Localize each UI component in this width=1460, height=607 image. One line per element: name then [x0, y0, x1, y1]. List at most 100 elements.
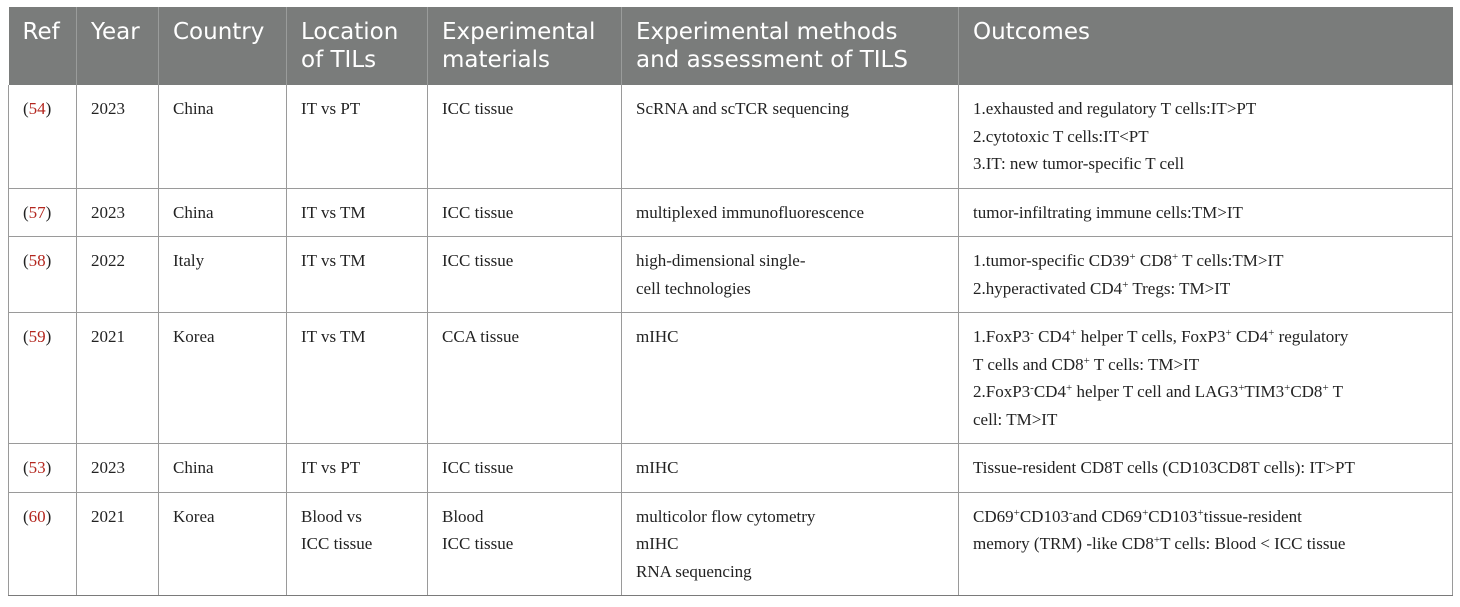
outcome-text: T cells: Blood < ICC tissue [1160, 534, 1346, 553]
year-cell: 2022 [76, 236, 159, 313]
header-methods-line: and assessment of TILS [636, 47, 908, 73]
methods-cell: mIHC [621, 312, 959, 444]
superscript: + [1070, 327, 1077, 339]
table-row: (58) 2022 Italy IT vs TM ICC tissue high… [8, 236, 1453, 313]
header-materials: Experimental materials [427, 7, 622, 85]
outcome-text: regulatory [1274, 327, 1349, 346]
superscript: + [1129, 251, 1136, 263]
methods-cell: mIHC [621, 443, 959, 493]
ref-link[interactable]: 54 [28, 99, 46, 118]
outcomes-cell: Tissue-resident CD8T cells (CD103CD8T ce… [958, 443, 1453, 493]
methods-line: high-dimensional single- [636, 251, 806, 270]
header-materials-line: materials [442, 47, 550, 73]
header-outcomes: Outcomes [958, 7, 1453, 85]
country-cell: China [158, 443, 287, 493]
ref-link[interactable]: 53 [28, 458, 46, 477]
outcome-line: 1.exhausted and regulatory T cells:IT>PT [973, 99, 1257, 118]
outcome-line: 2.FoxP3-CD4+ helper T cell and LAG3+TIM3… [973, 378, 1438, 406]
superscript: + [1172, 251, 1179, 263]
methods-cell: multicolor flow cytometry mIHC RNA seque… [621, 492, 959, 596]
materials-line: ICC tissue [442, 99, 514, 118]
materials-cell: ICC tissue [427, 236, 622, 313]
methods-line: RNA sequencing [636, 561, 752, 581]
superscript: + [1322, 382, 1329, 394]
ref-cell: (59) [8, 312, 77, 444]
materials-line: ICC tissue [442, 534, 514, 553]
ref-link[interactable]: 58 [28, 251, 46, 270]
table-row: (54) 2023 China IT vs PT ICC tissue ScRN… [8, 85, 1453, 189]
outcome-line: Tissue-resident CD8T cells (CD103CD8T ce… [973, 458, 1355, 477]
location-line: IT vs PT [301, 99, 361, 118]
superscript: + [1153, 534, 1161, 546]
outcome-text: helper T cell and LAG3 [1072, 382, 1239, 401]
outcome-line: CD69+CD103-and CD69+CD103+tissue-residen… [973, 503, 1438, 531]
ref-link[interactable]: 57 [28, 202, 46, 222]
materials-cell: CCA tissue [427, 312, 622, 444]
ref-cell: (53) [8, 443, 77, 493]
year-cell: 2023 [76, 85, 159, 189]
outcome-text: Tregs: TM>IT [1128, 278, 1231, 298]
header-materials-line: Experimental [442, 19, 596, 45]
header-location: Location of TILs [286, 7, 428, 85]
methods-cell: multiplexed immunofluorescence [621, 188, 959, 237]
ref-cell: (57) [8, 188, 77, 237]
location-line: IT vs TM [301, 251, 366, 270]
header-ref: Ref [8, 7, 77, 85]
location-cell: IT vs TM [286, 312, 428, 444]
outcome-text: CD4 [1033, 327, 1071, 346]
superscript: - [1030, 382, 1034, 394]
methods-line: ScRNA and scTCR sequencing [636, 99, 849, 118]
superscript: - [1068, 506, 1073, 519]
table-row: (60) 2021 Korea Blood vs ICC tissue Bloo… [8, 492, 1453, 596]
outcome-text: CD8 [1290, 382, 1323, 401]
outcome-line: 2.cytotoxic T cells:IT<PT [973, 126, 1149, 146]
superscript: + [1197, 506, 1204, 519]
location-cell: IT vs TM [286, 236, 428, 313]
location-line: Blood vs [301, 506, 362, 526]
superscript: + [1065, 382, 1073, 394]
materials-line: ICC tissue [442, 251, 514, 270]
ref-link[interactable]: 59 [28, 327, 46, 346]
outcomes-cell: 1.tumor-specific CD39+ CD8+ T cells:TM>I… [958, 236, 1453, 313]
superscript: + [1225, 327, 1232, 339]
table-row: (57) 2023 China IT vs TM ICC tissue mult… [8, 188, 1453, 237]
materials-line: CCA tissue [442, 327, 519, 346]
superscript: + [1268, 327, 1275, 339]
methods-cell: ScRNA and scTCR sequencing [621, 85, 959, 189]
country-cell: Italy [158, 236, 287, 313]
table-container: Ref Year Country Location of TILs Experim… [8, 7, 1453, 596]
materials-cell: ICC tissue [427, 188, 622, 237]
outcomes-cell: tumor-infiltrating immune cells:TM>IT [958, 188, 1453, 237]
header-methods: Experimental methods and assessment of TI… [621, 7, 959, 85]
ref-link[interactable]: 60 [28, 506, 46, 526]
outcome-text: CD103 [1019, 506, 1069, 526]
location-line: ICC tissue [301, 534, 373, 553]
outcome-text: CD103 [1148, 506, 1198, 526]
outcome-text: 1.FoxP3 [973, 327, 1031, 346]
materials-line: Blood [442, 506, 484, 526]
methods-line: mIHC [636, 327, 679, 346]
year-cell: 2021 [76, 312, 159, 444]
outcome-text: T cells: TM>IT [1089, 354, 1200, 374]
header-row: Ref Year Country Location of TILs Experim… [8, 7, 1453, 85]
materials-line: ICC tissue [442, 458, 514, 477]
tils-table: Ref Year Country Location of TILs Experim… [8, 7, 1453, 596]
table-row: (53) 2023 China IT vs PT ICC tissue mIHC… [8, 443, 1453, 493]
materials-cell: ICC tissue [427, 85, 622, 189]
superscript: + [1083, 354, 1090, 367]
country-cell: Korea [158, 312, 287, 444]
outcome-line: T cells and CD8+ T cells: TM>IT [973, 351, 1438, 379]
header-methods-line: Experimental methods [636, 19, 898, 45]
outcome-line: cell: TM>IT [973, 406, 1438, 434]
header-location-line: of TILs [301, 47, 377, 73]
year-cell: 2023 [76, 443, 159, 493]
year-cell: 2021 [76, 492, 159, 596]
outcomes-cell: 1.exhausted and regulatory T cells:IT>PT… [958, 85, 1453, 189]
outcome-line: 1.tumor-specific CD39+ CD8+ T cells:TM>I… [973, 247, 1438, 275]
outcome-line: 2.hyperactivated CD4+ Tregs: TM>IT [973, 275, 1438, 303]
outcome-text: TIM3 [1244, 382, 1285, 401]
country-cell: Korea [158, 492, 287, 596]
methods-line: multiplexed immunofluorescence [636, 202, 865, 222]
ref-cell: (60) [8, 492, 77, 596]
outcome-text: CD4 [1033, 382, 1066, 401]
